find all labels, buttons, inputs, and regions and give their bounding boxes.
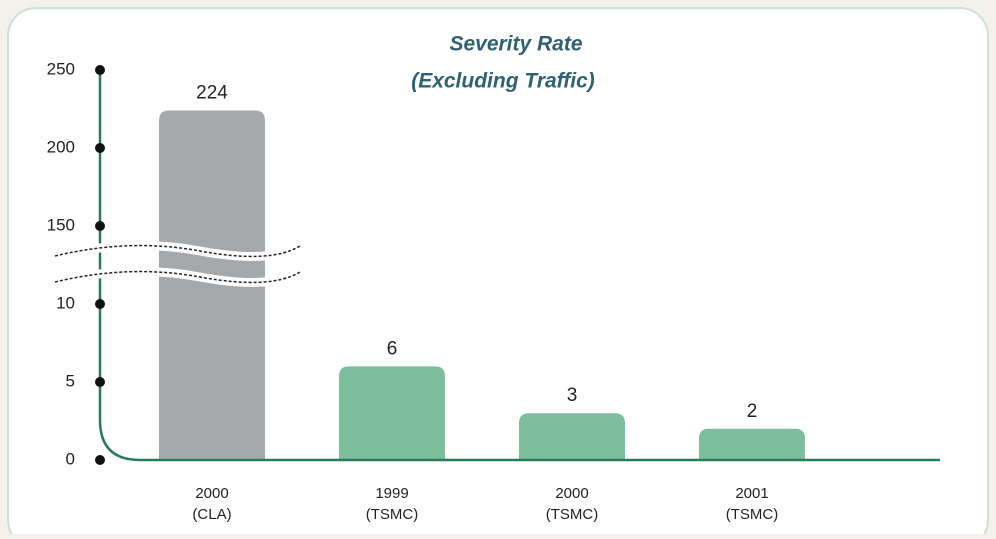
x-tick-label: (CLA) [192,506,231,523]
value-label: 224 [196,83,228,104]
tick-dot [95,221,105,231]
y-tick-label: 200 [47,137,75,156]
tick-dot [95,299,105,309]
x-tick-label: 2000 [555,485,588,502]
tick-dot [95,455,105,465]
y-tick-label: 0 [66,449,75,468]
y-tick-label: 5 [66,371,75,390]
x-tick-label: (TSMC) [366,506,419,523]
value-label: 3 [567,385,578,406]
bar [159,110,265,460]
bar [339,366,445,460]
y-tick-label: 10 [56,293,75,312]
chart-title: Severity Rate [449,33,582,56]
tick-dot [95,143,105,153]
value-label: 6 [387,338,398,359]
x-tick-label: 1999 [375,485,408,502]
x-tick-label: (TSMC) [726,506,779,523]
tick-dot [95,377,105,387]
bar [519,413,625,460]
y-tick-label: 250 [47,59,75,78]
axis-break [54,244,301,258]
x-tick-label: 2001 [735,485,768,502]
y-tick-label: 150 [47,215,75,234]
axis-line [98,70,940,462]
tick-dot [95,65,105,75]
chart-title: (Excluding Traffic) [411,70,595,93]
bar [699,428,805,460]
x-tick-label: 2000 [195,485,228,502]
x-tick-label: (TSMC) [546,506,599,523]
axis-break [54,270,301,284]
value-label: 2 [747,401,758,422]
